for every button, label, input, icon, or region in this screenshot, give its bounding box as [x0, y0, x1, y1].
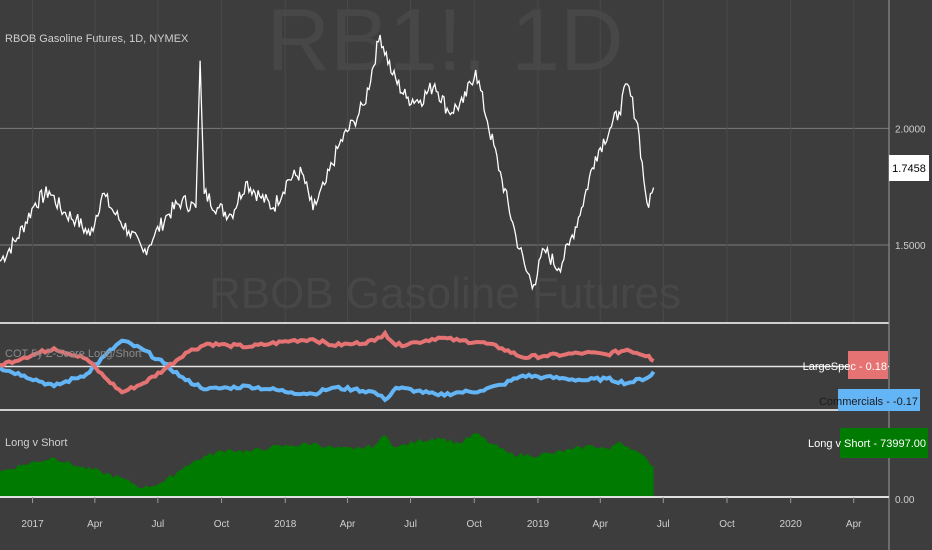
time-axis-tick-label: 2018 — [274, 519, 297, 530]
price-axis-tick-label: 2.0000 — [895, 124, 926, 135]
time-axis-tick-label: Oct — [719, 519, 735, 530]
cot-pane-title: COT 5y Z-Score Long/Short — [5, 348, 142, 360]
watermark-name: RBOB Gasoline Futures — [209, 269, 681, 318]
time-axis-tick-label: Jul — [657, 519, 670, 530]
commercials-tag-background — [838, 389, 920, 411]
price-pane-title: RBOB Gasoline Futures, 1D, NYMEX — [5, 33, 189, 45]
last-price-tag: 1.7458 — [889, 155, 929, 181]
time-axis-tick-label: 2017 — [21, 519, 44, 530]
long-v-short-tag-label: Long v Short - 73997.00 — [808, 438, 926, 450]
largespec-line — [0, 329, 655, 395]
commercials-tag-label: Commercials - -0.17 — [819, 396, 918, 408]
last-price-value: 1.7458 — [892, 163, 926, 175]
largespec-tag-label: LargeSpec - 0.18 — [803, 361, 887, 373]
commercials-line — [0, 338, 656, 403]
time-axis-tick-label: 2019 — [527, 519, 550, 530]
time-axis-tick-label: Oct — [214, 519, 230, 530]
long-v-short-area — [0, 433, 654, 496]
time-axis-tick-label: Apr — [846, 519, 862, 530]
largespec-tag: LargeSpec - 0.18 — [803, 351, 888, 379]
long-v-short-tag: Long v Short - 73997.00 — [808, 428, 928, 458]
price-line — [0, 34, 655, 291]
time-axis-tick-label: Oct — [466, 519, 482, 530]
time-axis[interactable]: 2017 Apr Jul Oct 2018 Apr Jul Oct 2019 Apr Jul Oct 2… — [21, 497, 862, 530]
time-axis-tick-label: Apr — [87, 519, 103, 530]
time-axis-tick-label: Apr — [593, 519, 609, 530]
commercials-tag: Commercials - -0.17 — [819, 389, 920, 411]
watermark-symbol: RB1!, 1D — [266, 0, 623, 89]
time-axis-tick-label: Jul — [404, 519, 417, 530]
price-axis-tick-label: 1.5000 — [895, 241, 926, 252]
time-axis-tick-label: Apr — [340, 519, 356, 530]
last-price-tag-background — [889, 155, 929, 181]
long-v-short-axis-tick-label: 0.00 — [895, 495, 915, 506]
largespec-tag-background — [848, 351, 888, 379]
long-v-short-tag-background — [840, 428, 928, 458]
time-axis-tick-label: Jul — [151, 519, 164, 530]
long-v-short-pane-title: Long v Short — [5, 437, 67, 449]
time-axis-tick-label: 2020 — [780, 519, 803, 530]
